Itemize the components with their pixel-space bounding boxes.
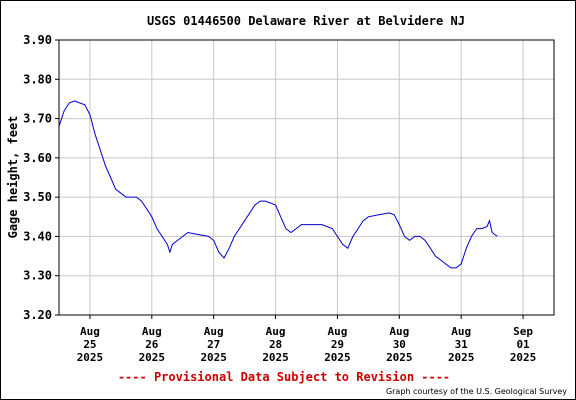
x-tick-label-year: 2025 <box>139 351 166 364</box>
x-tick-label-month: Aug <box>204 325 224 338</box>
courtesy-note: Graph courtesy of the U.S. Geological Su… <box>386 387 567 396</box>
x-tick-label-year: 2025 <box>262 351 289 364</box>
x-tick-label-day: 30 <box>393 338 406 351</box>
provisional-notice: ---- Provisional Data Subject to Revisio… <box>118 370 450 384</box>
x-tick-label-year: 2025 <box>510 351 537 364</box>
x-tick-label-day: 31 <box>455 338 469 351</box>
x-tick-label-day: 29 <box>331 338 344 351</box>
x-tick-label-month: Aug <box>389 325 409 338</box>
y-tick-label: 3.40 <box>23 229 52 243</box>
x-tick-label-month: Aug <box>266 325 286 338</box>
y-tick-label: 3.90 <box>23 33 52 47</box>
x-tick-label-year: 2025 <box>448 351 475 364</box>
series-layer <box>58 100 498 269</box>
x-tick-label-year: 2025 <box>77 351 104 364</box>
chart-title: USGS 01446500 Delaware River at Belvider… <box>147 14 465 28</box>
x-tick-label-year: 2025 <box>386 351 413 364</box>
grid-layer <box>59 40 554 315</box>
y-tick-label: 3.20 <box>23 308 52 322</box>
x-tick-label-day: 28 <box>269 338 282 351</box>
x-tick-label-month: Aug <box>142 325 162 338</box>
x-tick-label-day: 26 <box>145 338 159 351</box>
y-tick-label: 3.80 <box>23 72 52 86</box>
y-tick-label: 3.70 <box>23 112 52 126</box>
x-axis-ticks: Aug252025Aug262025Aug272025Aug282025Aug2… <box>77 315 537 364</box>
x-tick-label-day: 27 <box>207 338 220 351</box>
x-tick-label-day: 25 <box>83 338 96 351</box>
y-tick-label: 3.60 <box>23 151 52 165</box>
x-tick-label-month: Aug <box>328 325 348 338</box>
y-tick-label: 3.50 <box>23 190 52 204</box>
y-axis-label: Gage height, feet <box>6 116 20 239</box>
x-tick-label-month: Sep <box>513 325 533 338</box>
y-axis-ticks: 3.20 3.30 3.40 3.50 3.60 3.70 3.80 3.90 <box>23 33 59 322</box>
x-tick-label-month: Aug <box>451 325 471 338</box>
y-tick-label: 3.30 <box>23 269 52 283</box>
x-tick-label-month: Aug <box>80 325 100 338</box>
series-line-0 <box>58 100 498 269</box>
x-tick-label-day: 01 <box>516 338 530 351</box>
x-tick-label-year: 2025 <box>200 351 227 364</box>
x-tick-label-year: 2025 <box>324 351 351 364</box>
plot-area-border <box>58 39 555 316</box>
